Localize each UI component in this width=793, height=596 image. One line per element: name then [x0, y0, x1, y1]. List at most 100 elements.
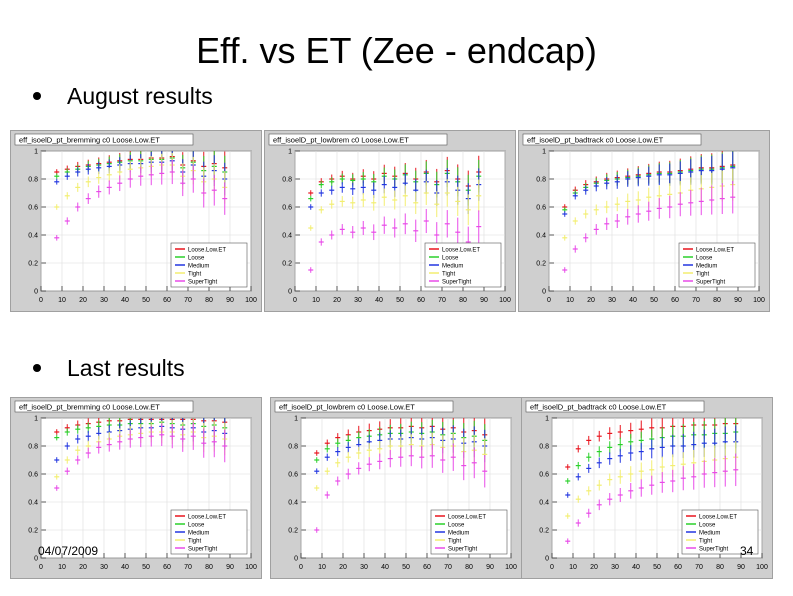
legend-label: Medium [442, 263, 463, 269]
y-tick-label: 1 [34, 416, 38, 423]
legend-label: Loose.Low.ET [699, 514, 737, 520]
y-tick-label: 0.8 [282, 177, 292, 184]
footer-date: 04/07/2009 [38, 544, 99, 558]
plot-august-badtrack: eff_isoelD_pt_badtrack c0 Loose.Low.ET 0 0… [518, 130, 770, 312]
x-tick-label: 0 [299, 564, 303, 571]
legend-label: Loose [448, 522, 465, 528]
legend-label: Tight [188, 271, 201, 277]
x-tick-label: 90 [737, 564, 745, 571]
legend-label: SuperTight [188, 546, 217, 552]
x-tick-label: 60 [674, 564, 682, 571]
x-tick-label: 0 [293, 297, 297, 304]
y-tick-label: 0 [294, 556, 298, 563]
chart-title: eff_isoelD_pt_badtrack c0 Loose.Low.ET [527, 136, 664, 145]
legend-label: SuperTight [188, 279, 217, 285]
legend-label: SuperTight [448, 546, 477, 552]
y-tick-label: 0.4 [28, 233, 38, 240]
x-tick-label: 50 [402, 564, 410, 571]
legend-label: Loose [188, 522, 205, 528]
y-tick-label: 0.2 [288, 528, 298, 535]
x-tick-label: 10 [58, 564, 66, 571]
x-tick-label: 60 [163, 564, 171, 571]
y-tick-label: 0.4 [28, 500, 38, 507]
y-tick-label: 0 [288, 289, 292, 296]
chart-title: eff_isoelD_pt_bremming c0 Loose.Low.ET [19, 403, 160, 412]
x-tick-label: 0 [547, 297, 551, 304]
y-tick-label: 0.8 [28, 444, 38, 451]
x-tick-label: 90 [480, 297, 488, 304]
legend-label: Medium [699, 530, 720, 536]
x-tick-label: 100 [245, 564, 257, 571]
legend-label: Medium [696, 263, 717, 269]
legend-label: Loose.Low.ET [448, 514, 486, 520]
x-tick-label: 10 [318, 564, 326, 571]
x-tick-label: 20 [79, 564, 87, 571]
y-tick-label: 0.6 [539, 472, 549, 479]
x-tick-label: 10 [312, 297, 320, 304]
legend-label: Medium [188, 530, 209, 536]
y-tick-label: 0.6 [282, 205, 292, 212]
chart-title-box [274, 400, 454, 413]
x-tick-label: 30 [360, 564, 368, 571]
bullet-dot-icon [33, 363, 41, 372]
x-tick-label: 50 [142, 564, 150, 571]
legend-label: Loose [188, 255, 205, 261]
y-tick-label: 0.2 [539, 528, 549, 535]
y-tick-label: 0.6 [28, 205, 38, 212]
x-tick-label: 70 [438, 297, 446, 304]
y-tick-label: 0 [542, 289, 546, 296]
y-tick-label: 0.8 [536, 177, 546, 184]
x-tick-label: 70 [692, 297, 700, 304]
legend-label: Medium [448, 530, 469, 536]
x-tick-label: 30 [354, 297, 362, 304]
y-tick-label: 0.2 [28, 528, 38, 535]
y-tick-label: 0.6 [28, 472, 38, 479]
y-tick-label: 0 [545, 556, 549, 563]
y-tick-label: 0.4 [288, 500, 298, 507]
y-tick-label: 1 [34, 149, 38, 156]
x-tick-label: 20 [590, 564, 598, 571]
legend-label: SuperTight [699, 546, 728, 552]
x-tick-label: 30 [608, 297, 616, 304]
x-tick-label: 40 [629, 297, 637, 304]
x-tick-label: 10 [58, 297, 66, 304]
x-tick-label: 20 [339, 564, 347, 571]
x-tick-label: 90 [486, 564, 494, 571]
x-tick-label: 20 [333, 297, 341, 304]
x-tick-label: 80 [465, 564, 473, 571]
x-tick-label: 100 [753, 297, 765, 304]
x-tick-label: 60 [163, 297, 171, 304]
legend-label: Tight [188, 538, 201, 544]
y-tick-label: 0.8 [288, 444, 298, 451]
x-tick-label: 20 [587, 297, 595, 304]
chart-title-box [525, 400, 705, 413]
y-tick-label: 1 [545, 416, 549, 423]
page-number: 34 [740, 544, 754, 558]
x-tick-label: 100 [756, 564, 768, 571]
x-tick-label: 50 [653, 564, 661, 571]
y-tick-label: 0.6 [536, 205, 546, 212]
chart-title: eff_isoelD_pt_lowbrem c0 Loose.Low.ET [273, 136, 409, 145]
x-tick-label: 60 [423, 564, 431, 571]
x-tick-label: 90 [226, 564, 234, 571]
legend-label: Loose.Low.ET [188, 247, 226, 253]
y-tick-label: 1 [294, 416, 298, 423]
x-tick-label: 10 [569, 564, 577, 571]
x-tick-label: 0 [39, 564, 43, 571]
y-tick-label: 1 [542, 149, 546, 156]
legend-label: Loose.Low.ET [188, 514, 226, 520]
y-tick-label: 0 [34, 289, 38, 296]
x-tick-label: 0 [550, 564, 554, 571]
x-tick-label: 40 [381, 564, 389, 571]
chart-title: eff_isoelD_pt_bremming c0 Loose.Low.ET [19, 136, 160, 145]
y-tick-label: 0.2 [536, 261, 546, 268]
x-tick-label: 30 [611, 564, 619, 571]
legend-label: Loose [696, 255, 713, 261]
y-tick-label: 1 [288, 149, 292, 156]
x-tick-label: 90 [734, 297, 742, 304]
legend-label: SuperTight [696, 279, 725, 285]
x-tick-label: 50 [142, 297, 150, 304]
chart-title-box [14, 133, 194, 146]
x-tick-label: 70 [444, 564, 452, 571]
x-tick-label: 30 [100, 564, 108, 571]
